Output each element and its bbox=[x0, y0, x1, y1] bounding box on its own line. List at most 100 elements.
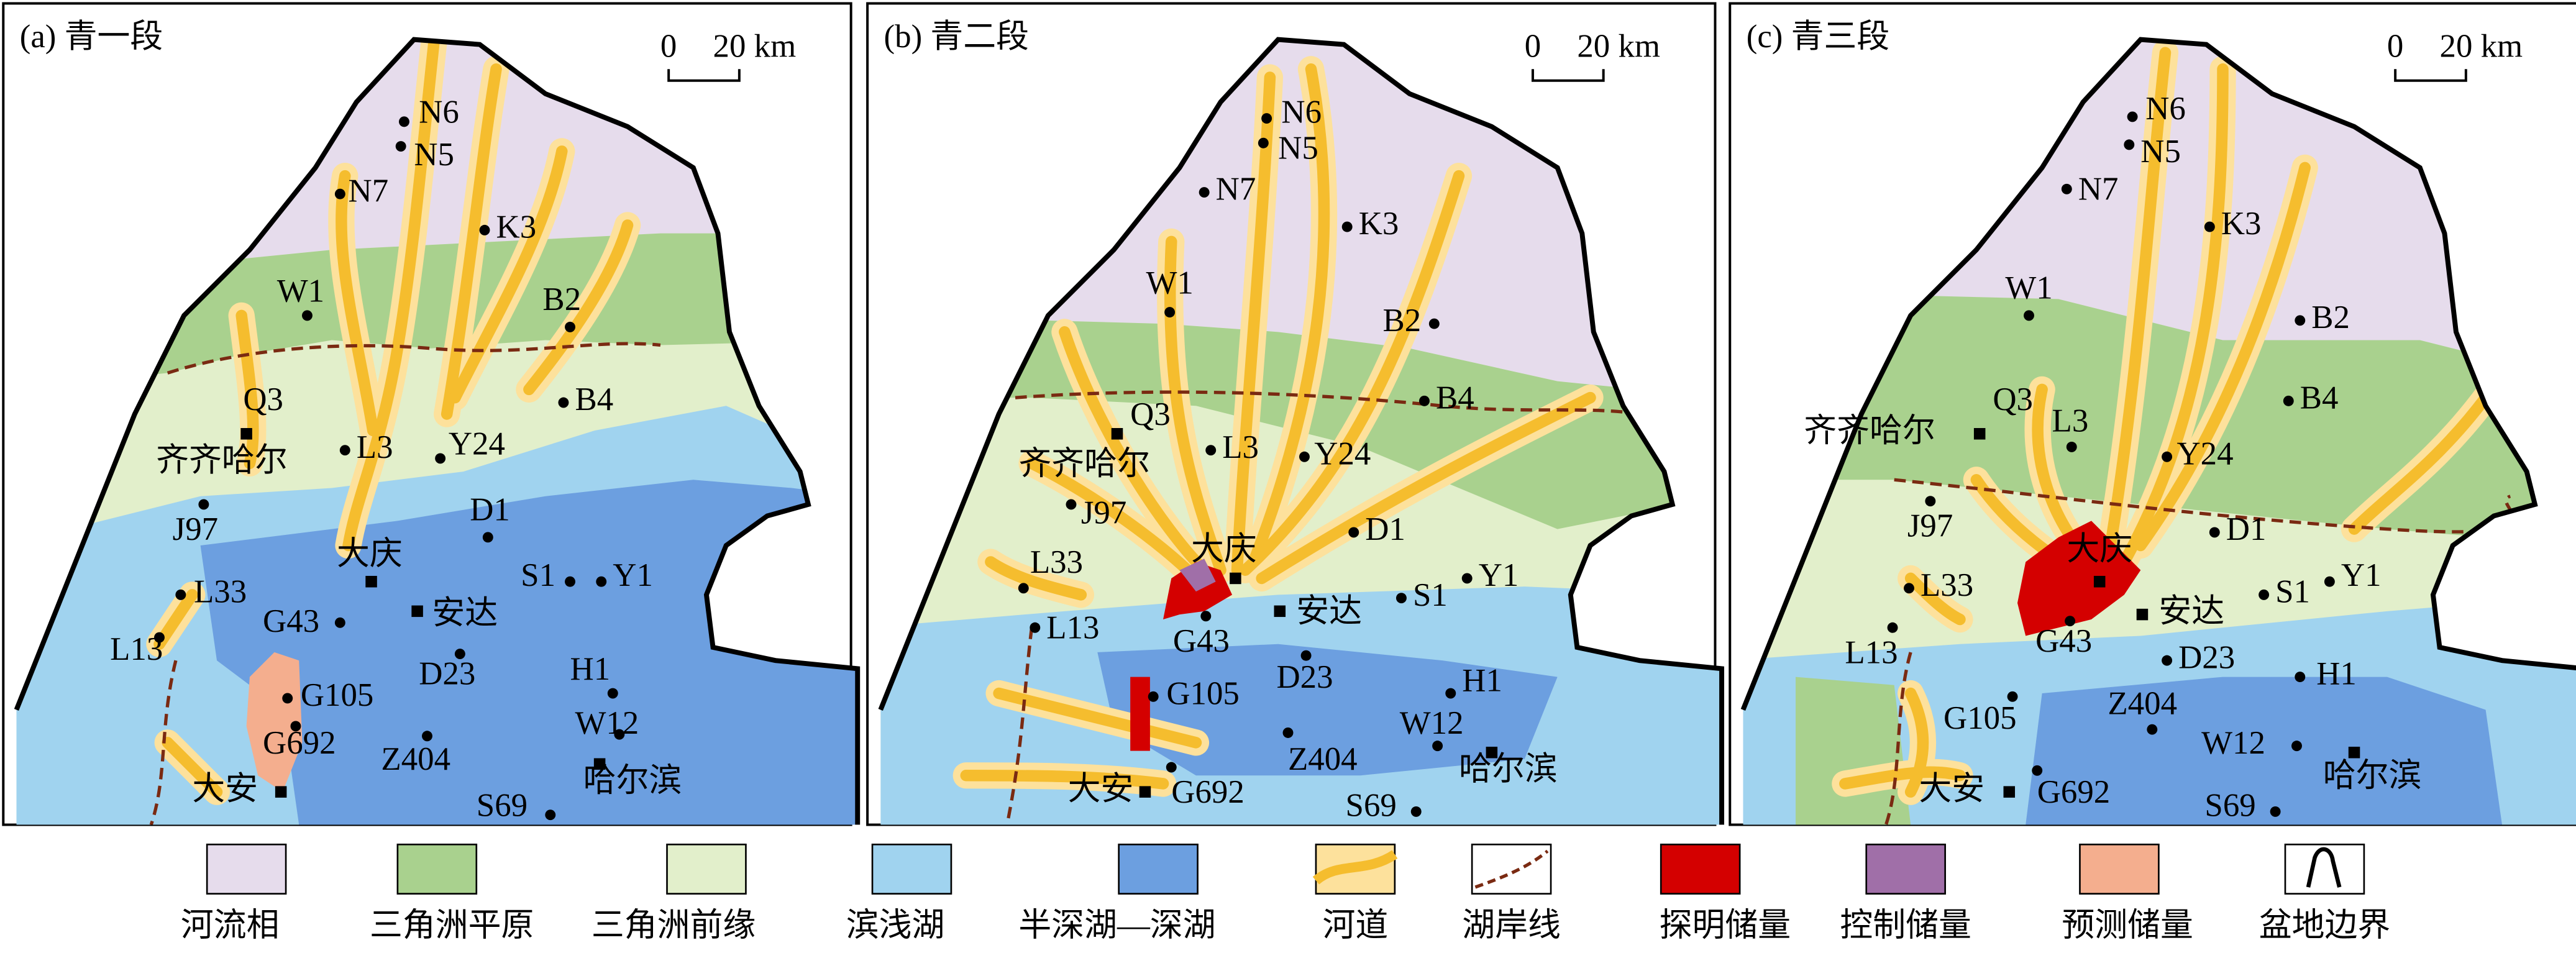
place-label: N6 bbox=[2145, 91, 2186, 127]
well-marker bbox=[1395, 593, 1407, 604]
well-marker bbox=[2324, 576, 2335, 587]
legend-label: 滨浅湖 bbox=[846, 907, 945, 943]
city-marker bbox=[240, 427, 252, 440]
place-label: S69 bbox=[477, 787, 528, 823]
place-label: J97 bbox=[1907, 508, 1953, 544]
channel bbox=[523, 219, 634, 396]
legend-swatch bbox=[666, 843, 747, 895]
scale-unit: 20 km bbox=[713, 29, 797, 65]
well-marker bbox=[2065, 616, 2076, 627]
city-marker bbox=[2003, 786, 2016, 798]
place-label: L33 bbox=[1921, 567, 1973, 603]
channel bbox=[441, 63, 502, 420]
legend-label: 预测储量 bbox=[2062, 907, 2193, 943]
well-marker bbox=[1341, 221, 1353, 232]
channel bbox=[1904, 687, 1929, 798]
well-marker bbox=[2124, 139, 2135, 150]
place-label: L13 bbox=[1845, 634, 1898, 670]
well-marker bbox=[1030, 622, 1041, 633]
channel bbox=[1256, 391, 1596, 585]
channel bbox=[1239, 170, 1465, 576]
place-label: J97 bbox=[1081, 495, 1126, 531]
well-marker bbox=[454, 649, 465, 660]
place-label: Z404 bbox=[1288, 741, 1358, 777]
well-marker bbox=[1461, 573, 1473, 584]
place-label: K3 bbox=[1359, 206, 1399, 242]
well-marker bbox=[1299, 451, 1310, 462]
channel bbox=[985, 556, 1087, 601]
reserve bbox=[1130, 677, 1150, 751]
legend-shoreline bbox=[1474, 849, 1549, 889]
place-label: 大安 bbox=[192, 771, 258, 807]
reserve bbox=[1179, 559, 1216, 592]
place-label: B4 bbox=[575, 381, 613, 417]
well-marker bbox=[1200, 611, 1212, 622]
well-marker bbox=[1432, 741, 1443, 752]
place-label: K3 bbox=[496, 209, 537, 245]
city-marker bbox=[1973, 427, 1986, 440]
scale-zero: 0 bbox=[1525, 29, 1541, 65]
place-label: B2 bbox=[2311, 299, 2350, 335]
well-marker bbox=[1066, 499, 1077, 510]
delta-plain bbox=[1796, 677, 1911, 825]
well-marker bbox=[1282, 727, 1294, 738]
channel bbox=[235, 309, 259, 470]
channel bbox=[1248, 63, 1330, 568]
well-marker bbox=[2032, 765, 2043, 776]
legend-label: 控制储量 bbox=[1840, 907, 1971, 943]
place-label: D1 bbox=[470, 491, 510, 527]
place-label: Q3 bbox=[1993, 381, 2033, 417]
well-marker bbox=[1410, 806, 1422, 817]
channel bbox=[2118, 63, 2229, 568]
place-label: H1 bbox=[570, 651, 611, 687]
legend-label: 半深湖—深湖 bbox=[1018, 907, 1215, 943]
place-label: 安达 bbox=[432, 595, 498, 631]
well-marker bbox=[545, 809, 556, 821]
well-marker bbox=[2295, 672, 2306, 683]
delta-plain bbox=[1743, 291, 2576, 546]
basin-boundary bbox=[14, 37, 861, 825]
place-label: D23 bbox=[1276, 659, 1333, 695]
well-marker bbox=[1164, 307, 1176, 318]
well-marker bbox=[607, 688, 618, 699]
place-label: 哈尔滨 bbox=[583, 763, 682, 799]
place-label: G692 bbox=[263, 725, 336, 761]
place-label: 大庆 bbox=[1191, 531, 1257, 567]
well-marker bbox=[482, 532, 493, 543]
channel bbox=[342, 39, 440, 552]
channel bbox=[1904, 572, 1966, 626]
place-label: D1 bbox=[1365, 511, 1405, 547]
scale-zero: 0 bbox=[2387, 29, 2403, 65]
well-marker bbox=[2209, 527, 2220, 538]
well-marker bbox=[2024, 310, 2034, 321]
place-label: J97 bbox=[173, 511, 218, 547]
legend-swatch bbox=[1118, 843, 1199, 895]
place-label: H1 bbox=[1462, 662, 1502, 698]
well-marker bbox=[558, 397, 569, 408]
well-marker bbox=[2295, 315, 2306, 326]
shoreline bbox=[1884, 652, 1912, 825]
well-marker bbox=[154, 632, 165, 643]
place-label: Y1 bbox=[613, 557, 653, 593]
basin-boundary bbox=[878, 37, 1725, 825]
map-panel: (a) 青一段 0 20 km N6 N5 N7 K3 W1 B2 Q3 B4 齐齐哈尔 L3 Y24 D1… bbox=[2, 2, 861, 826]
place-label: G105 bbox=[1943, 700, 2016, 736]
place-label: N7 bbox=[2078, 171, 2119, 207]
well-marker bbox=[2162, 655, 2173, 666]
place-label: N7 bbox=[1216, 171, 1256, 207]
place-label: L13 bbox=[110, 631, 163, 667]
place-label: S69 bbox=[1346, 787, 1397, 823]
city-marker bbox=[2348, 746, 2360, 759]
well-marker bbox=[198, 499, 209, 510]
channel bbox=[449, 145, 568, 404]
place-label: B4 bbox=[1436, 380, 1474, 416]
place-label: Q3 bbox=[1130, 396, 1171, 432]
place-label: K3 bbox=[2221, 206, 2262, 242]
place-label: Z404 bbox=[2108, 685, 2177, 721]
city-marker bbox=[593, 758, 606, 770]
reserve bbox=[246, 652, 303, 792]
shoreline bbox=[149, 660, 178, 825]
place-label: N6 bbox=[419, 94, 459, 130]
legend-label: 三角洲平原 bbox=[370, 907, 534, 943]
